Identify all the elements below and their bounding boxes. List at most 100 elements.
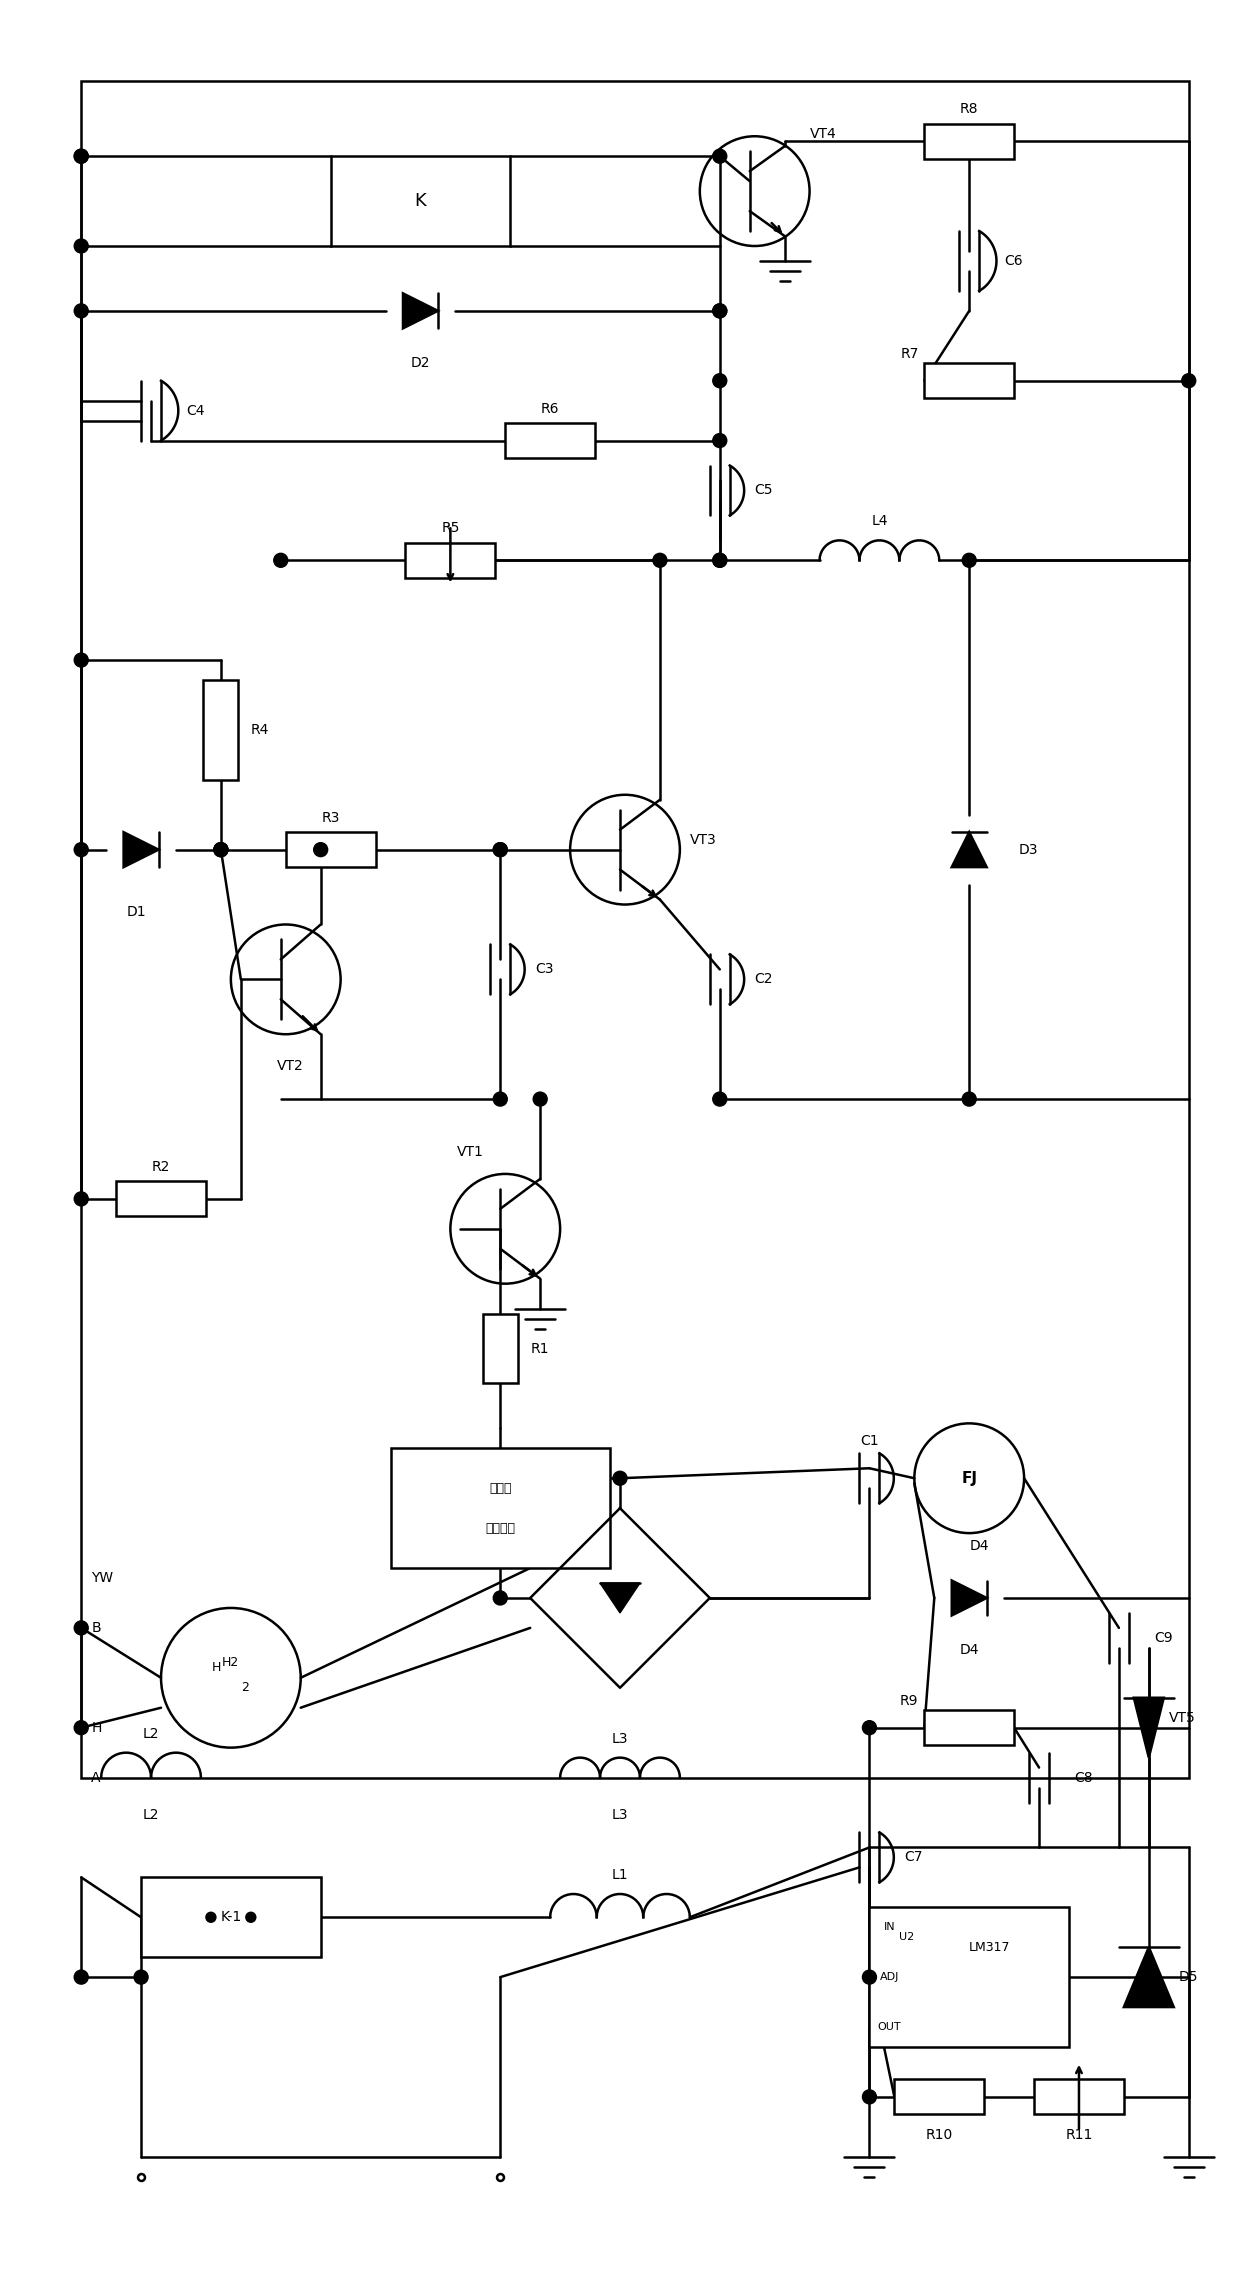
Circle shape xyxy=(74,239,88,253)
Circle shape xyxy=(713,433,727,447)
Text: L1: L1 xyxy=(611,1869,629,1882)
Text: IN: IN xyxy=(884,1921,895,1933)
Text: U2: U2 xyxy=(899,1933,915,1942)
Text: R11: R11 xyxy=(1065,2129,1092,2142)
Bar xyxy=(894,2078,985,2115)
Bar xyxy=(924,1709,1014,1746)
Bar xyxy=(203,679,238,779)
Text: H: H xyxy=(212,1661,221,1675)
Text: L2: L2 xyxy=(143,1807,159,1821)
Text: L3: L3 xyxy=(611,1807,629,1821)
Circle shape xyxy=(863,1969,877,1985)
Bar xyxy=(81,82,1189,1778)
Circle shape xyxy=(74,1969,88,1985)
Text: LM317: LM317 xyxy=(968,1942,1009,1953)
Bar xyxy=(391,1449,610,1568)
Text: VT3: VT3 xyxy=(689,832,717,848)
Text: C6: C6 xyxy=(1004,253,1023,269)
Circle shape xyxy=(74,1620,88,1634)
Circle shape xyxy=(863,2090,877,2104)
Circle shape xyxy=(863,1721,877,1734)
Text: C8: C8 xyxy=(1074,1771,1092,1784)
Circle shape xyxy=(1182,374,1195,387)
Text: K: K xyxy=(414,191,427,210)
Circle shape xyxy=(134,1969,148,1985)
Circle shape xyxy=(215,843,228,857)
Text: C2: C2 xyxy=(755,973,774,987)
Text: R9: R9 xyxy=(900,1693,919,1707)
Text: R7: R7 xyxy=(900,346,919,360)
Bar xyxy=(505,424,595,458)
Circle shape xyxy=(74,148,88,164)
Bar xyxy=(141,1878,321,1958)
Circle shape xyxy=(962,554,976,567)
Text: R8: R8 xyxy=(960,103,978,116)
Circle shape xyxy=(494,843,507,857)
Bar xyxy=(331,157,510,246)
Circle shape xyxy=(533,1092,547,1105)
Text: L2: L2 xyxy=(143,1727,159,1741)
Text: C1: C1 xyxy=(861,1433,879,1449)
Circle shape xyxy=(713,554,727,567)
Text: D1: D1 xyxy=(126,905,146,918)
Text: K-1: K-1 xyxy=(221,1910,242,1923)
Text: R6: R6 xyxy=(541,401,559,415)
Text: R4: R4 xyxy=(250,722,269,736)
Circle shape xyxy=(314,843,327,857)
Circle shape xyxy=(962,1092,976,1105)
Text: VT2: VT2 xyxy=(278,1060,304,1073)
Polygon shape xyxy=(124,832,159,866)
Bar xyxy=(924,362,1014,399)
Circle shape xyxy=(713,374,727,387)
Text: R10: R10 xyxy=(925,2129,952,2142)
Circle shape xyxy=(74,1192,88,1206)
Text: A: A xyxy=(92,1771,100,1784)
Circle shape xyxy=(215,843,228,857)
Text: 三极管: 三极管 xyxy=(489,1481,512,1495)
Text: C3: C3 xyxy=(536,962,554,975)
Text: D4: D4 xyxy=(960,1643,978,1657)
Text: VT4: VT4 xyxy=(810,128,836,141)
Bar xyxy=(1034,2078,1123,2115)
Circle shape xyxy=(74,1721,88,1734)
Circle shape xyxy=(713,303,727,317)
Circle shape xyxy=(653,554,667,567)
Circle shape xyxy=(713,554,727,567)
Bar xyxy=(405,542,495,579)
Text: B: B xyxy=(92,1620,100,1634)
Circle shape xyxy=(74,843,88,857)
Polygon shape xyxy=(952,1582,987,1616)
Text: D5: D5 xyxy=(1179,1969,1198,1985)
Text: C4: C4 xyxy=(186,403,205,417)
Text: C9: C9 xyxy=(1153,1632,1173,1645)
Text: D3: D3 xyxy=(1019,843,1039,857)
Circle shape xyxy=(206,1912,216,1921)
Text: OUT: OUT xyxy=(878,2021,901,2033)
Text: D4: D4 xyxy=(970,1538,990,1552)
Circle shape xyxy=(74,654,88,668)
Text: 2: 2 xyxy=(241,1682,249,1693)
Circle shape xyxy=(494,1092,507,1105)
Text: C5: C5 xyxy=(755,483,774,497)
Bar xyxy=(482,1313,518,1383)
Text: R2: R2 xyxy=(151,1160,170,1174)
Circle shape xyxy=(215,843,228,857)
Bar xyxy=(285,832,376,866)
Text: C7: C7 xyxy=(904,1851,923,1864)
Text: ADJ: ADJ xyxy=(879,1971,899,1983)
Text: VT1: VT1 xyxy=(456,1144,484,1160)
Polygon shape xyxy=(952,832,987,866)
Bar xyxy=(869,1908,1069,2047)
Text: YW: YW xyxy=(92,1570,113,1584)
Text: VT5: VT5 xyxy=(1169,1712,1195,1725)
Circle shape xyxy=(713,303,727,317)
Circle shape xyxy=(274,554,288,567)
Circle shape xyxy=(713,148,727,164)
Text: R5: R5 xyxy=(441,522,460,536)
Text: H2: H2 xyxy=(222,1657,239,1668)
Circle shape xyxy=(74,148,88,164)
Text: 恒流电路: 恒流电路 xyxy=(485,1522,516,1534)
Text: L4: L4 xyxy=(872,515,888,529)
Text: FJ: FJ xyxy=(961,1470,977,1486)
Bar xyxy=(924,123,1014,160)
